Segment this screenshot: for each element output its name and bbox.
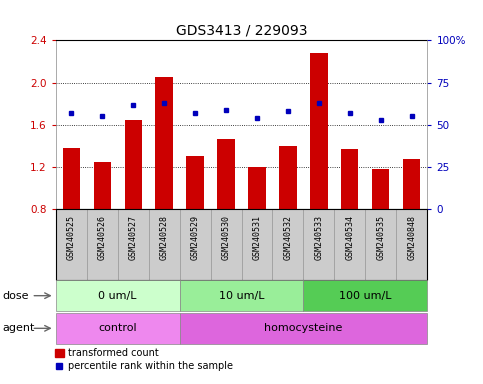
Bar <box>403 159 421 209</box>
Bar <box>117 209 149 280</box>
Text: 0 um/L: 0 um/L <box>98 291 137 301</box>
Bar <box>397 209 427 280</box>
Bar <box>280 146 297 209</box>
Bar <box>217 139 235 209</box>
Bar <box>334 209 366 280</box>
Bar <box>62 148 80 209</box>
Bar <box>211 209 242 280</box>
Bar <box>56 280 180 311</box>
Text: GSM240535: GSM240535 <box>376 215 385 260</box>
Text: GSM240529: GSM240529 <box>190 215 199 260</box>
Text: GSM240534: GSM240534 <box>345 215 355 260</box>
Bar <box>311 53 327 209</box>
Bar <box>180 313 427 344</box>
Text: GSM240526: GSM240526 <box>98 215 107 260</box>
Text: GSM240528: GSM240528 <box>159 215 169 260</box>
Text: GSM240525: GSM240525 <box>67 215 75 260</box>
Bar <box>248 167 266 209</box>
Bar <box>180 209 211 280</box>
Text: GSM240533: GSM240533 <box>314 215 324 260</box>
Bar <box>341 149 358 209</box>
Text: 10 um/L: 10 um/L <box>219 291 264 301</box>
Bar <box>56 313 180 344</box>
Bar <box>86 209 117 280</box>
Text: 100 um/L: 100 um/L <box>339 291 392 301</box>
Bar <box>272 209 303 280</box>
Bar <box>56 209 86 280</box>
Bar <box>303 280 427 311</box>
Bar <box>242 209 272 280</box>
Text: GSM240532: GSM240532 <box>284 215 293 260</box>
Text: homocysteine: homocysteine <box>264 323 342 333</box>
Text: GSM240848: GSM240848 <box>408 215 416 260</box>
Bar <box>186 157 203 209</box>
Text: GSM240527: GSM240527 <box>128 215 138 260</box>
Bar <box>366 209 397 280</box>
Legend: transformed count, percentile rank within the sample: transformed count, percentile rank withi… <box>51 344 237 375</box>
Text: GSM240531: GSM240531 <box>253 215 261 260</box>
Bar <box>156 77 172 209</box>
Text: dose: dose <box>2 291 29 301</box>
Bar <box>94 162 111 209</box>
Bar <box>180 280 303 311</box>
Title: GDS3413 / 229093: GDS3413 / 229093 <box>176 24 307 38</box>
Bar <box>149 209 180 280</box>
Text: control: control <box>98 323 137 333</box>
Text: GSM240530: GSM240530 <box>222 215 230 260</box>
Bar <box>372 169 389 209</box>
Bar <box>303 209 334 280</box>
Bar <box>125 119 142 209</box>
Text: agent: agent <box>2 323 35 333</box>
